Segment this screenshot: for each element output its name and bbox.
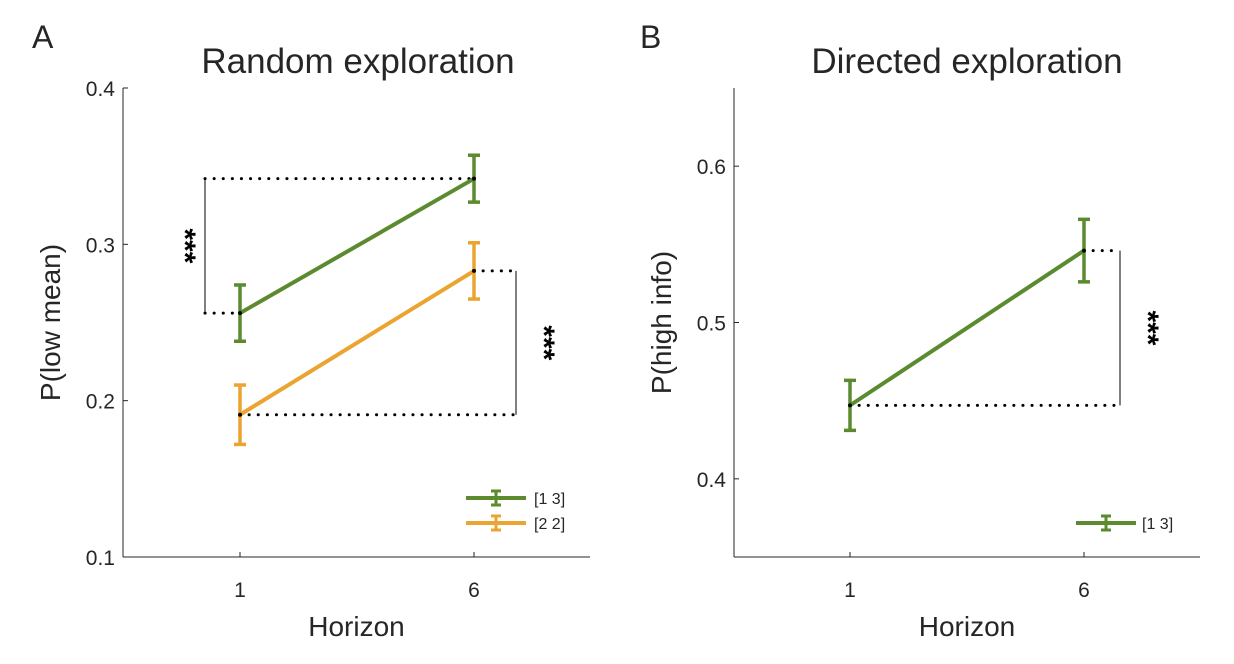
chart-title: Random exploration [201,42,514,81]
y-tick-label: 0.5 [697,313,726,336]
legend-label: [1 3] [534,491,565,508]
panel-letter: A [32,19,54,55]
data-point [472,268,476,273]
panel-letter: B [640,19,661,55]
x-tick-label: 1 [844,579,856,602]
x-axis-label: Horizon [308,611,404,642]
x-tick-label: 6 [1078,579,1090,602]
y-tick-label: 0.6 [697,156,726,179]
x-axis-label: Horizon [919,611,1015,642]
y-axis-label: P(low mean) [35,244,66,401]
y-tick-label: 0.4 [86,78,116,101]
data-point [848,403,852,408]
data-point [1082,248,1086,253]
x-tick-label: 1 [234,579,246,602]
legend-entry: [1 3] [466,489,565,508]
series-line [238,269,476,417]
data-point [238,311,242,316]
panel-b: B Directed exploration 0.4 0.5 0.6 1 6 Horizon P… [640,19,1200,642]
significance-stars: *** [527,325,560,360]
y-tick-label: 0.1 [86,547,115,570]
y-tick-label: 0.3 [86,234,115,257]
series-line [848,248,1086,408]
legend-entry: [1 3] [1076,514,1173,533]
significance-stars: *** [168,228,201,263]
series-line [239,176,475,315]
y-tick-label: 0.2 [86,391,115,414]
chart-title: Directed exploration [811,42,1122,81]
data-point [472,176,476,181]
y-axis-label: P(high info) [646,251,677,394]
y-tick-label: 0.4 [697,469,727,492]
panel-a: A Random exploration 0.1 0.2 0.3 0.4 1 6 Horizon… [32,19,590,642]
legend-label: [2 2] [534,516,565,533]
legend-entry: [2 2] [466,514,565,533]
x-tick-label: 6 [468,579,480,602]
significance-stars: *** [1131,310,1164,345]
legend-label: [1 3] [1142,516,1173,533]
data-point [238,412,242,417]
